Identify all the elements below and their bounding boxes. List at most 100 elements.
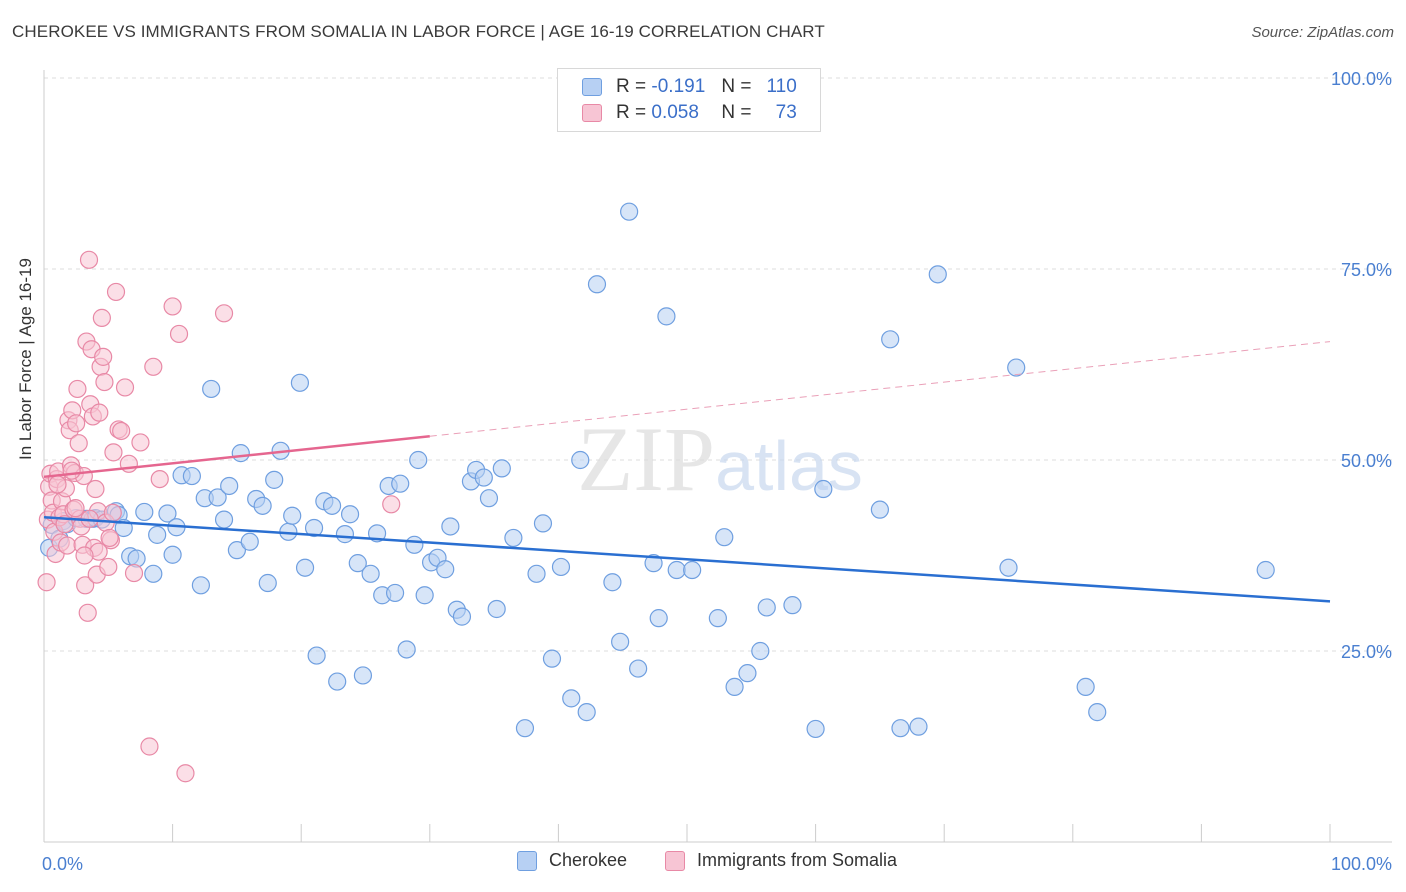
somalia-point bbox=[86, 479, 105, 499]
cherokee-point bbox=[409, 450, 428, 470]
cherokee-point bbox=[891, 719, 910, 738]
cherokee-point bbox=[870, 500, 890, 519]
somalia-point bbox=[124, 563, 144, 583]
cherokee-point bbox=[757, 598, 776, 617]
cherokee-point bbox=[214, 510, 234, 529]
cherokee-point bbox=[667, 560, 686, 580]
somalia-point bbox=[100, 528, 119, 548]
cherokee-point bbox=[385, 583, 405, 603]
cherokee-point bbox=[909, 717, 928, 736]
somalia-point bbox=[37, 573, 56, 592]
somalia-trend-line-solid bbox=[43, 434, 430, 479]
cherokee-point bbox=[649, 609, 668, 628]
cherokee-point bbox=[533, 514, 553, 533]
watermark-atlas: atlas bbox=[715, 427, 863, 505]
source-credit: Source: ZipAtlas.com bbox=[1251, 24, 1394, 41]
y-tick-label: 50.0% bbox=[1341, 451, 1392, 471]
cherokee-point bbox=[708, 609, 727, 628]
n-label: N = bbox=[721, 76, 752, 97]
somalia-point bbox=[382, 495, 401, 514]
cherokee-point bbox=[479, 489, 499, 508]
cherokee-point bbox=[335, 525, 355, 544]
y-tick-label: 75.0% bbox=[1341, 260, 1392, 280]
cherokee-point bbox=[551, 557, 571, 577]
cherokee-point bbox=[283, 506, 302, 525]
cherokee-point bbox=[253, 496, 272, 515]
somalia-point bbox=[119, 454, 138, 473]
cherokee-point bbox=[340, 505, 360, 524]
cherokee-point bbox=[361, 564, 380, 583]
cherokee-point bbox=[999, 558, 1018, 577]
cherokee-point bbox=[611, 632, 630, 651]
y-tick-label: 100.0% bbox=[1331, 69, 1392, 89]
cherokee-point bbox=[290, 373, 310, 392]
cherokee-point bbox=[1007, 358, 1026, 377]
cherokee-point bbox=[208, 488, 227, 507]
somalia-point bbox=[94, 347, 113, 366]
cherokee-point bbox=[391, 474, 410, 493]
cherokee-point bbox=[163, 545, 182, 564]
somalia-point bbox=[75, 546, 94, 565]
trend-lines bbox=[43, 341, 1331, 603]
cherokee-point bbox=[441, 517, 460, 536]
cherokee-point bbox=[603, 573, 622, 592]
cherokee-point bbox=[474, 468, 493, 487]
somalia-point bbox=[99, 557, 118, 577]
somalia-point bbox=[62, 461, 81, 480]
somalia-point bbox=[112, 421, 131, 441]
gridlines bbox=[44, 77, 1392, 652]
r-value: 0.058 bbox=[651, 102, 699, 123]
cherokee-point bbox=[405, 535, 424, 554]
cherokee-swatch bbox=[582, 78, 602, 96]
cherokee-point bbox=[307, 646, 326, 665]
somalia-point bbox=[150, 470, 169, 489]
somalia-point bbox=[131, 433, 150, 452]
somalia-point bbox=[79, 250, 99, 269]
r-value: -0.191 bbox=[651, 76, 706, 97]
cherokee-point bbox=[348, 554, 367, 573]
watermark-zip: ZIP bbox=[577, 408, 715, 510]
tick-labels: 100.0% 75.0% 50.0% 25.0% 0.0% 100.0% bbox=[42, 69, 1392, 874]
somalia-point bbox=[176, 764, 195, 783]
cherokee-point bbox=[135, 502, 154, 522]
somalia-point bbox=[95, 372, 114, 392]
y-axis-label: In Labor Force | Age 16-19 bbox=[16, 258, 35, 460]
stats-row-cherokee: R = -0.191 N = 110 bbox=[582, 74, 797, 100]
somalia-point bbox=[58, 536, 77, 555]
cherokee-point bbox=[452, 607, 472, 626]
somalia-point bbox=[104, 443, 123, 462]
r-label: R = bbox=[616, 102, 647, 123]
cherokee-point bbox=[683, 560, 702, 580]
somalia-trend-line-dashed bbox=[429, 341, 1331, 437]
cherokee-point bbox=[415, 586, 434, 605]
cherokee-point bbox=[881, 330, 900, 349]
cherokee-point bbox=[258, 573, 277, 593]
watermark: ZIPatlas bbox=[577, 408, 863, 510]
somalia-point bbox=[78, 603, 97, 622]
cherokee-point bbox=[738, 664, 757, 683]
stats-row-somalia: R = 0.058 N = 73 bbox=[582, 100, 797, 126]
cherokee-point bbox=[644, 554, 663, 573]
cherokee-point bbox=[240, 532, 259, 551]
cherokee-point bbox=[783, 596, 802, 615]
cherokee-point bbox=[231, 444, 250, 463]
n-label: N = bbox=[721, 102, 752, 123]
cherokee-point bbox=[295, 558, 315, 577]
somalia-swatch bbox=[582, 104, 602, 122]
legend-item-somalia: Immigrants from Somalia bbox=[665, 850, 897, 871]
n-value: 73 bbox=[775, 102, 797, 123]
cherokee-point bbox=[436, 560, 455, 579]
cherokee-point bbox=[265, 470, 284, 489]
somalia-point bbox=[140, 737, 159, 756]
cherokee-point bbox=[571, 450, 590, 470]
somalia-point bbox=[48, 475, 67, 494]
r-label: R = bbox=[616, 76, 647, 97]
cherokee-point bbox=[527, 564, 546, 583]
cherokee-point bbox=[504, 528, 523, 548]
somalia-point bbox=[163, 297, 182, 316]
somalia-point bbox=[66, 499, 85, 518]
somalia-point bbox=[67, 414, 86, 433]
cherokee-point bbox=[202, 379, 221, 399]
y-tick-label: 25.0% bbox=[1341, 642, 1392, 662]
x-tick-label-right: 100.0% bbox=[1331, 854, 1392, 874]
